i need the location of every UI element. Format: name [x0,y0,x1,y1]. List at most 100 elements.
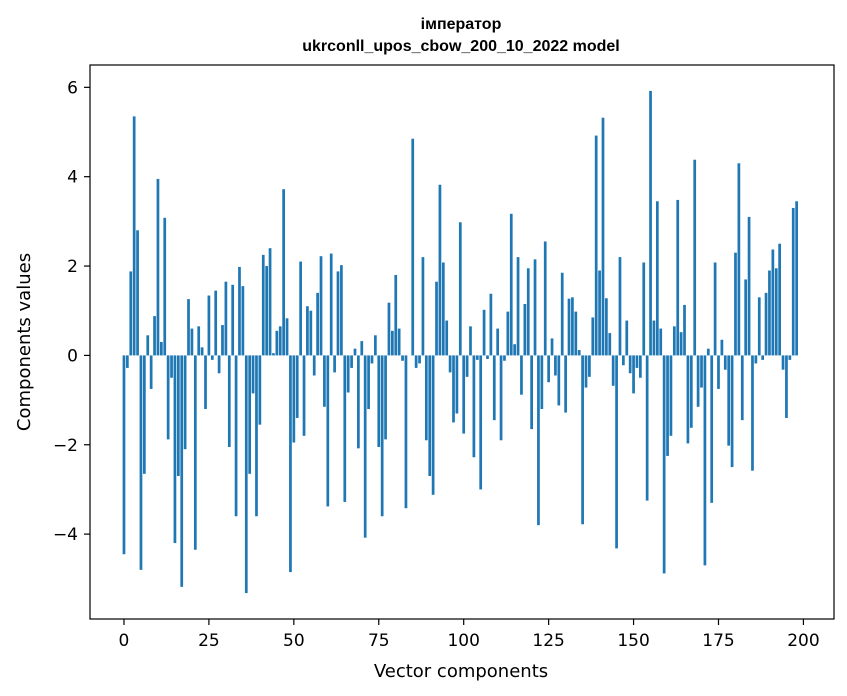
bar-1 [126,355,129,368]
bar-107 [486,355,489,359]
bar-145 [615,355,618,549]
bar-170 [700,355,703,388]
bar-43 [268,248,272,356]
bar-146 [618,257,622,356]
bar-50 [292,355,296,443]
x-tick-label: 50 [283,631,305,651]
bar-57 [316,292,319,356]
bar-144 [611,355,615,386]
bar-93 [438,184,442,356]
bar-196 [788,355,792,360]
x-tick-label: 200 [787,631,819,651]
bar-193 [778,243,781,356]
bar-177 [723,355,727,370]
bar-128 [557,355,561,406]
bar-104 [475,355,479,360]
bar-72 [367,355,370,410]
bar-58 [319,256,323,356]
bar-87 [418,355,421,364]
bar-166 [686,355,690,444]
bar-153 [642,262,646,356]
bar-163 [676,199,680,356]
bar-6 [143,355,146,474]
bar-110 [496,328,500,356]
bar-32 [231,284,235,356]
bar-56 [312,355,316,376]
bar-96 [448,355,452,373]
bar-59 [323,355,326,407]
bar-171 [703,355,707,566]
bar-53 [302,355,306,436]
chart-title: імператор [421,16,502,33]
x-axis-label: Vector components [374,661,548,682]
bar-114 [509,213,513,356]
y-axis: −4 −2 0 2 4 6 [53,78,90,545]
bar-188 [761,355,765,360]
bar-81 [397,328,401,356]
bar-45 [275,330,279,356]
y-tick-label: 2 [67,257,78,277]
bar-109 [492,355,496,421]
bar-44 [272,353,275,356]
bar-21 [193,355,197,550]
bar-99 [458,222,462,356]
bar-33 [234,355,238,517]
y-tick-label: −2 [53,436,78,456]
bar-13 [166,355,170,440]
x-tick-label: 0 [119,631,130,651]
bar-91 [431,355,435,495]
bar-197 [791,207,795,356]
bar-18 [183,355,187,450]
bar-73 [370,355,374,364]
y-tick-label: 6 [67,78,78,98]
bar-190 [768,270,771,356]
bar-130 [564,355,567,413]
bar-38 [251,355,255,394]
bar-62 [333,355,336,373]
bar-120 [530,355,533,430]
bar-159 [662,355,666,574]
bar-86 [414,355,418,368]
bar-54 [306,306,309,356]
x-tick-label: 125 [532,631,564,651]
bar-10 [156,178,160,356]
bar-106 [482,309,486,356]
bar-154 [645,355,649,501]
bar-181 [737,163,741,356]
bar-49 [289,355,292,573]
bar-40 [258,355,262,425]
bar-127 [554,355,557,376]
bar-132 [571,297,574,356]
bar-41 [261,254,265,356]
bar-71 [363,355,367,538]
y-tick-label: 0 [67,346,78,366]
bar-162 [672,326,676,356]
bar-79 [391,330,394,356]
bar-189 [764,292,768,356]
bar-60 [326,355,330,507]
bar-23 [200,347,204,356]
bar-70 [360,341,364,356]
bar-80 [394,274,398,356]
bar-126 [550,338,554,356]
bar-15 [173,355,177,544]
bar-158 [659,328,663,356]
bar-143 [608,333,612,356]
bar-78 [387,302,391,356]
bar-160 [666,355,669,456]
bar-111 [499,355,503,441]
bar-151 [635,355,639,368]
bar-76 [380,355,384,517]
y-tick-label: −4 [53,525,78,545]
bar-192 [774,268,778,356]
bar-47 [282,189,285,356]
bar-11 [159,342,163,356]
bar-187 [757,297,761,356]
bar-161 [669,355,673,436]
bar-88 [421,257,425,356]
bar-136 [584,355,588,388]
bar-113 [506,311,510,356]
bar-140 [598,270,601,356]
x-tick-label: 100 [447,631,479,651]
